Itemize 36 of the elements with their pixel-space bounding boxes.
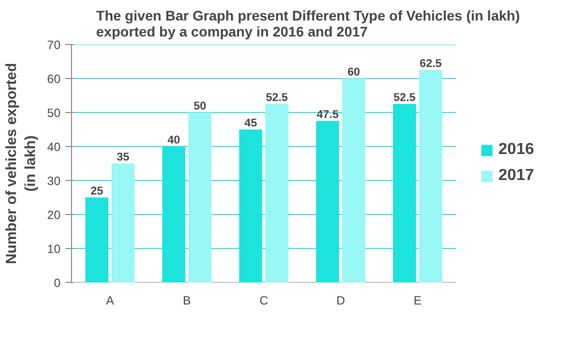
bar: [85, 198, 108, 282]
bar: [162, 146, 186, 282]
data-label: 35: [116, 152, 130, 164]
bar: [188, 112, 212, 282]
y-tick-label: 60: [47, 72, 61, 86]
data-label: 52.5: [394, 92, 416, 104]
data-label: 62.5: [420, 58, 442, 70]
bar: [342, 78, 366, 282]
data-label: 40: [167, 134, 180, 146]
chart-title: The given Bar Graph present Different Type of Vehicles (in lakh) exported by a company in 2016 and 2017: [96, 8, 520, 40]
data-label: 25: [90, 186, 104, 198]
data-label: 45: [244, 118, 258, 130]
data-label: 52.5: [266, 92, 288, 104]
y-tick-label: 10: [47, 242, 61, 256]
y-tick-label: 70: [47, 38, 61, 52]
x-tick-label: E: [414, 294, 422, 308]
y-tick-label: 0: [54, 276, 61, 290]
bar: [239, 130, 262, 282]
y-tick-label: 50: [47, 106, 61, 120]
bar: [316, 121, 340, 282]
bar: [111, 164, 135, 282]
y-tick-label: 30: [47, 174, 61, 188]
x-tick-label: A: [106, 294, 114, 308]
y-axis-title: Number of vehicles exported (in lakh): [4, 62, 40, 264]
data-label: 60: [347, 66, 360, 78]
bar: [392, 104, 416, 282]
bar: [419, 70, 442, 282]
legend-label: 2016: [498, 141, 534, 159]
legend-label: 2017: [498, 167, 534, 185]
y-tick-label: 20: [47, 208, 61, 222]
data-label: 50: [194, 100, 206, 112]
x-tick-label: D: [336, 294, 346, 308]
x-tick-label: B: [182, 294, 191, 308]
x-tick-label: C: [259, 294, 268, 308]
y-tick-label: 40: [47, 140, 61, 154]
bar: [265, 104, 288, 282]
